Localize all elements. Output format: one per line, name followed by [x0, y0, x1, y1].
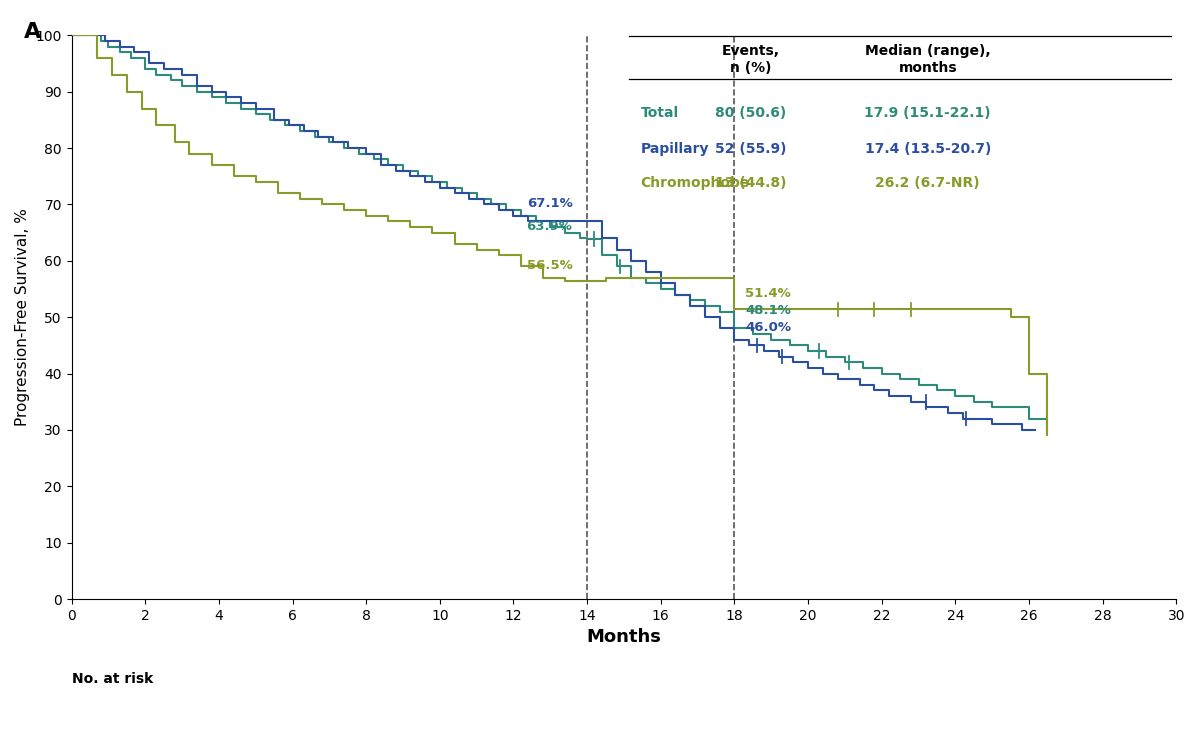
Text: 63.9%: 63.9% [527, 219, 572, 233]
Y-axis label: Progression-Free Survival, %: Progression-Free Survival, % [16, 208, 30, 426]
Text: Events,: Events, [722, 44, 780, 58]
Text: months: months [899, 61, 958, 75]
Text: 67.1%: 67.1% [527, 197, 572, 210]
Text: 17.4 (13.5-20.7): 17.4 (13.5-20.7) [864, 143, 991, 157]
Text: 52 (55.9): 52 (55.9) [715, 143, 787, 157]
Text: 80 (50.6): 80 (50.6) [715, 106, 787, 120]
Text: 51.4%: 51.4% [745, 287, 791, 301]
Text: Median (range),: Median (range), [865, 44, 990, 58]
Text: 48.1%: 48.1% [745, 304, 791, 317]
Text: Papillary: Papillary [641, 143, 709, 157]
Text: 46.0%: 46.0% [745, 321, 792, 334]
Text: A: A [24, 22, 41, 42]
Text: Chromophobe: Chromophobe [641, 176, 750, 190]
Text: 13 (44.8): 13 (44.8) [715, 176, 787, 190]
X-axis label: Months: Months [587, 628, 661, 647]
Text: 17.9 (15.1-22.1): 17.9 (15.1-22.1) [864, 106, 991, 120]
Text: n (%): n (%) [731, 61, 772, 75]
Text: 56.5%: 56.5% [527, 259, 572, 272]
Text: 26.2 (6.7-NR): 26.2 (6.7-NR) [876, 176, 980, 190]
Text: Total: Total [641, 106, 679, 120]
Text: No. at risk: No. at risk [72, 672, 152, 687]
